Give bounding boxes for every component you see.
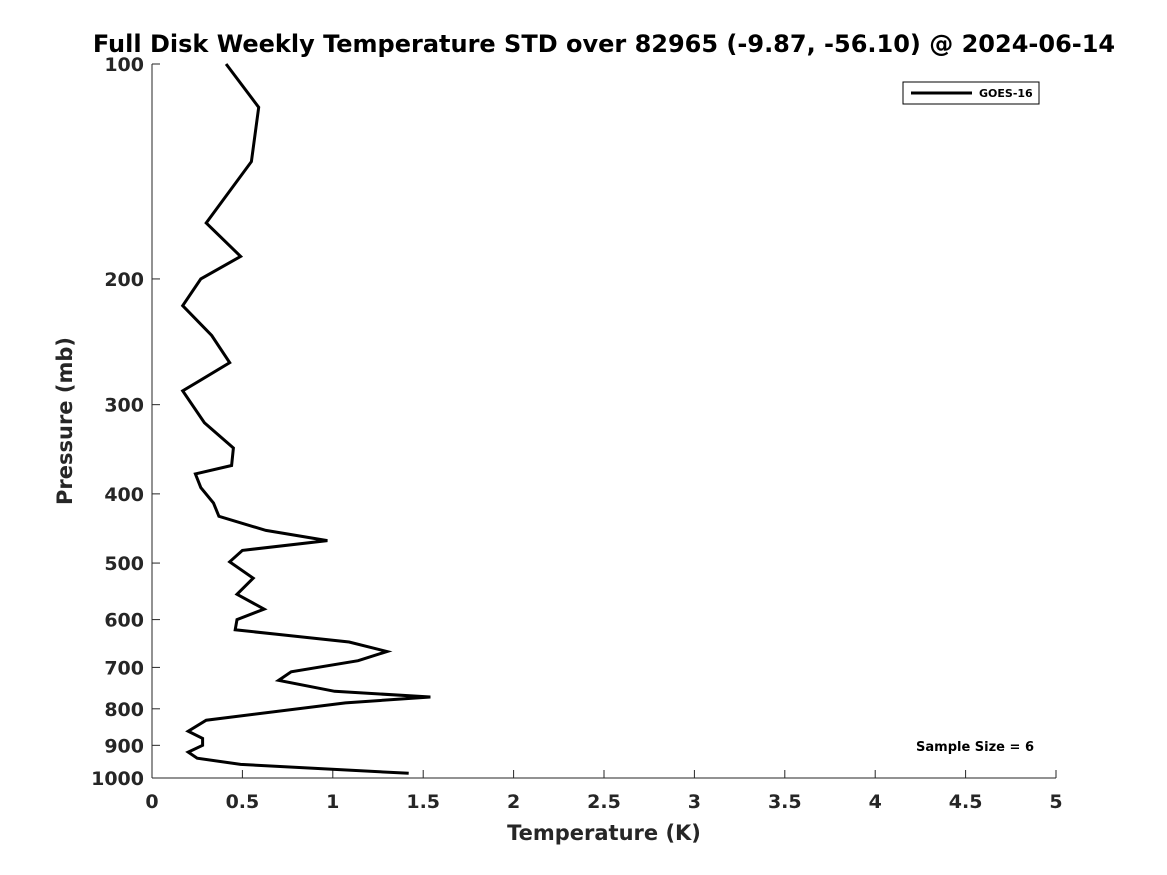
y-tick-label: 1000 [91,768,144,790]
x-tick-label: 1.5 [406,791,440,813]
x-tick-label: 2 [507,791,520,813]
series-lines [180,63,431,775]
sample-size-annotation: Sample Size = 6 [916,740,1034,755]
legend-label-goes16: GOES-16 [979,87,1033,100]
y-axis-label: Pressure (mb) [53,337,77,505]
x-tick-label: 2.5 [587,791,621,813]
y-tick-label: 200 [104,269,144,291]
x-tick-label: 3.5 [768,791,802,813]
x-tick-label: 4 [869,791,882,813]
y-tick-label: 800 [104,699,144,721]
y-tick-label: 700 [104,657,144,679]
y-tick-label: 600 [104,610,144,632]
y-tick-label: 400 [104,484,144,506]
x-tick-label: 0 [145,791,158,813]
y-tick-label: 300 [104,395,144,417]
x-tick-label: 4.5 [949,791,983,813]
y-tick-label: 100 [104,54,144,76]
legend: GOES-16 [902,81,1040,105]
series-line-goes16 [180,63,431,775]
y-tick-label: 500 [104,553,144,575]
y-axis-ticks: 100 200 300 400 500 600 700 800 900 1000 [91,54,160,790]
chart-title: Full Disk Weekly Temperature STD over 82… [93,30,1115,58]
x-axis-ticks: 0 0.5 1 1.5 2 2.5 3 3.5 4 4.5 5 [145,770,1063,813]
x-tick-label: 0.5 [226,791,260,813]
x-tick-label: 1 [326,791,339,813]
y-tick-label: 900 [104,735,144,757]
x-tick-label: 5 [1049,791,1062,813]
x-tick-label: 3 [688,791,701,813]
x-axis-label: Temperature (K) [507,821,701,845]
